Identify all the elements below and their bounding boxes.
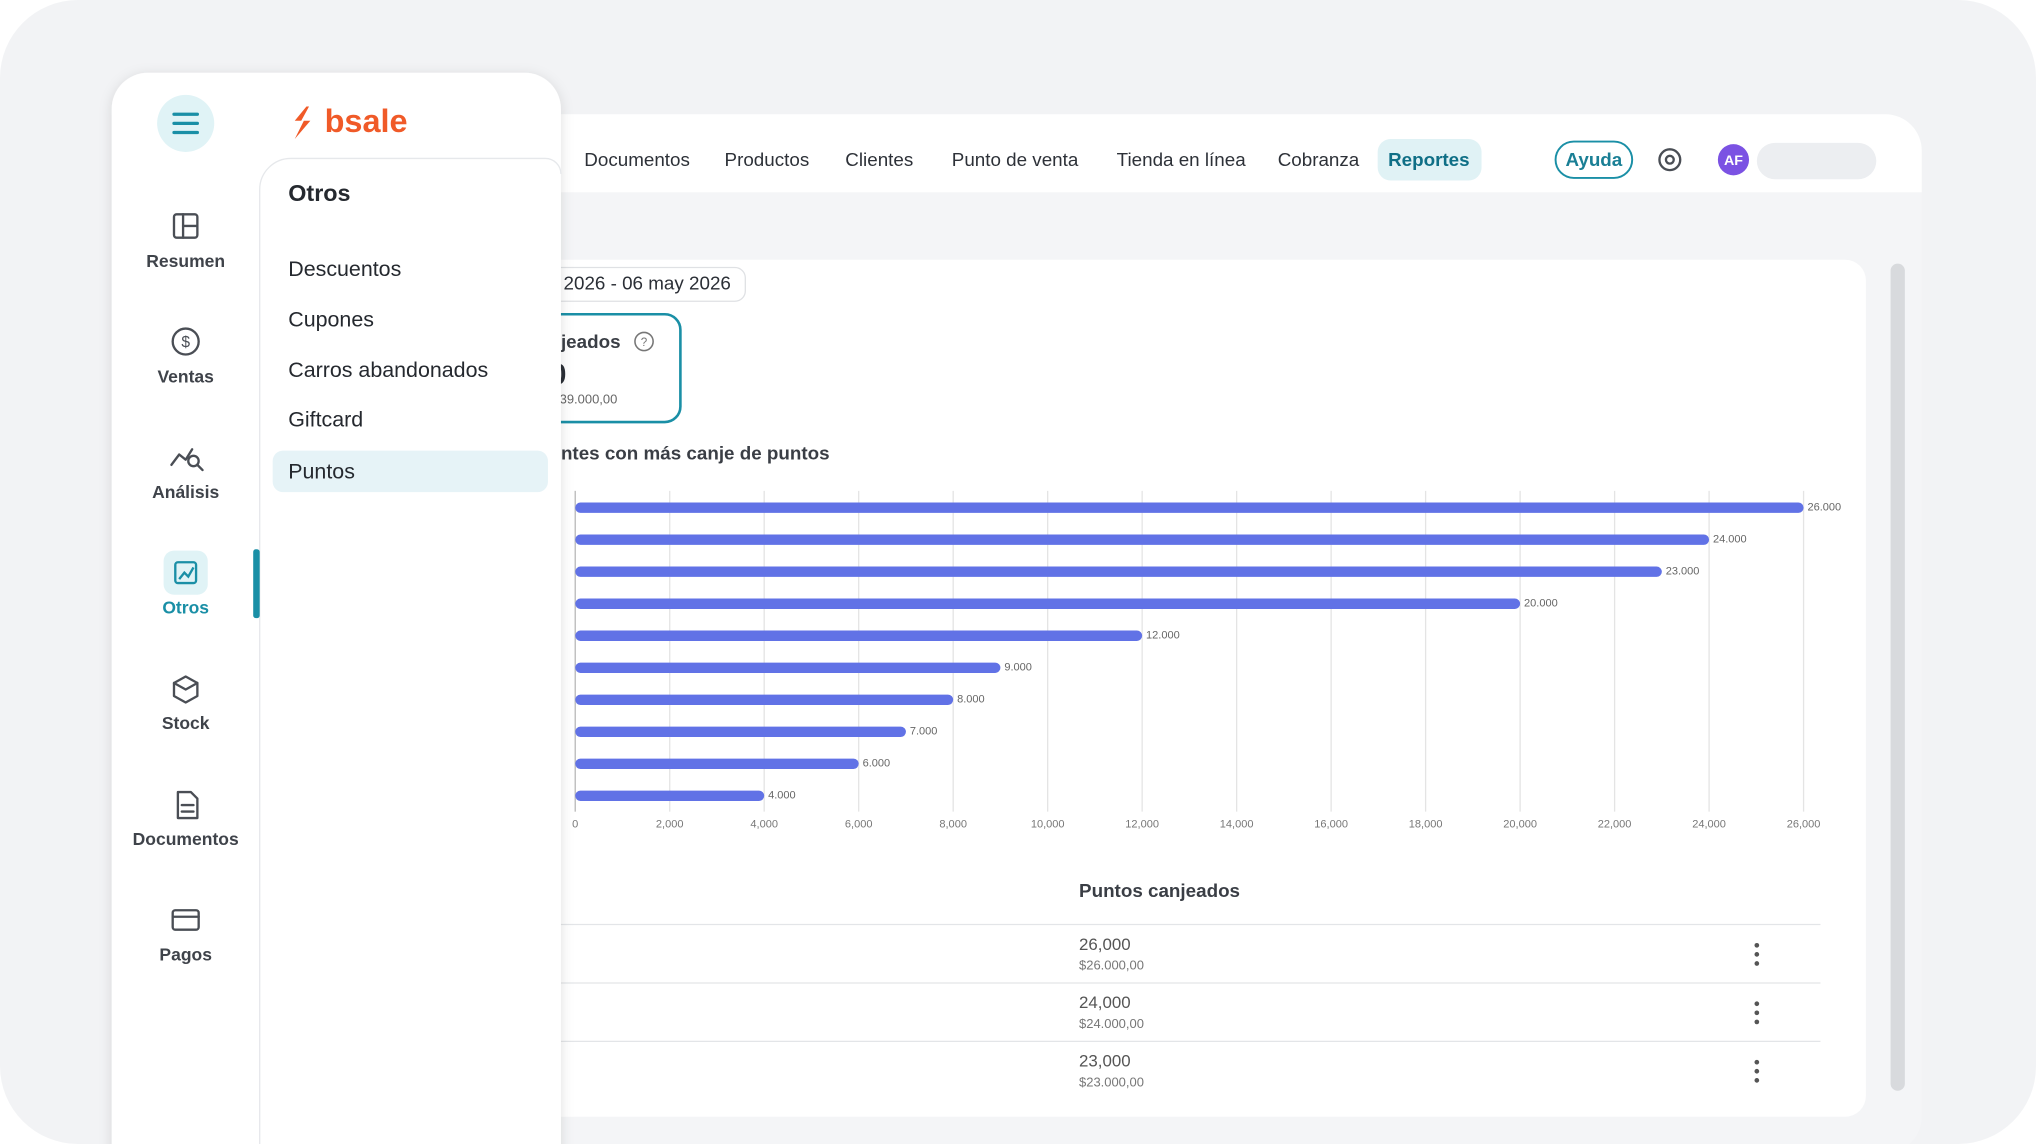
help-label: Ayuda — [1565, 149, 1622, 170]
kpi-subvalue: 39.000,00 — [560, 391, 618, 406]
x-tick-label: 18,000 — [1409, 818, 1443, 830]
value-label: 7.000 — [910, 726, 938, 738]
active-indicator — [253, 549, 260, 619]
nav-item-active[interactable]: Otros — [162, 598, 209, 618]
submenu-item[interactable]: Cupones — [288, 307, 374, 331]
nav-icon — [172, 675, 199, 704]
row-menu[interactable] — [1754, 942, 1760, 966]
bar — [575, 630, 1143, 641]
bar — [575, 534, 1710, 545]
nav-link[interactable]: Tienda en línea — [1117, 149, 1247, 170]
table-amount: $23.000,00 — [1079, 1074, 1144, 1089]
value-label: 6.000 — [863, 758, 891, 770]
x-tick-label: 24,000 — [1692, 818, 1726, 830]
x-tick-label: 6,000 — [845, 818, 873, 830]
submenu-item[interactable]: Carros abandonados — [288, 358, 488, 382]
bar — [575, 758, 859, 769]
info-icon[interactable]: ? — [634, 331, 654, 352]
submenu-active-bg — [272, 450, 548, 493]
user-name-placeholder — [1756, 142, 1877, 180]
nav-icon — [172, 213, 199, 239]
nav-icon: $ — [171, 327, 200, 356]
nav-item[interactable]: Pagos — [159, 944, 212, 964]
nav-link[interactable]: Cobranza — [1278, 149, 1360, 170]
nav-active-bg — [1377, 138, 1482, 181]
logo: bsale — [325, 103, 408, 139]
value-label: 4.000 — [768, 790, 796, 802]
nav-item[interactable]: Análisis — [152, 482, 219, 502]
x-tick-label: 2,000 — [656, 818, 684, 830]
logo-mark — [294, 106, 311, 139]
avatar[interactable] — [1717, 144, 1750, 176]
chart: 0 2,000 4,000 6,000 8,000 10,000 12,000 14,000 1… — [572, 490, 1841, 830]
bar — [575, 502, 1804, 513]
submenu-border — [259, 157, 562, 1144]
table-value: 24,000 — [1079, 993, 1131, 1012]
nav-icon — [174, 561, 198, 585]
table-amount: $26.000,00 — [1079, 958, 1144, 973]
bar — [575, 598, 1521, 609]
x-tick-label: 26,000 — [1787, 818, 1821, 830]
menu-icon — [172, 112, 199, 135]
nav-item[interactable]: Ventas — [157, 367, 214, 387]
kpi-title: jeados — [560, 331, 621, 352]
nav-link-active[interactable]: Reportes — [1388, 149, 1470, 170]
date-range: 2026 - 06 may 2026 — [564, 272, 731, 293]
table-amount: $24.000,00 — [1079, 1016, 1144, 1031]
x-tick-label: 14,000 — [1220, 818, 1254, 830]
chart-title: ntes con más canje de puntos — [561, 442, 830, 463]
avatar-initials: AF — [1724, 153, 1743, 169]
bar — [575, 566, 1662, 577]
settings-icon[interactable] — [1658, 148, 1682, 172]
nav-icon — [176, 790, 199, 820]
bar — [575, 662, 1001, 673]
x-tick-label: 8,000 — [939, 818, 967, 830]
nav-link[interactable]: Clientes — [845, 149, 913, 170]
nav-item[interactable]: Documentos — [133, 829, 239, 849]
content-card — [519, 259, 1866, 1117]
x-tick-label: 4,000 — [750, 818, 778, 830]
value-label: 9.000 — [1004, 662, 1032, 674]
bar — [575, 694, 954, 705]
x-tick-label: 22,000 — [1598, 818, 1632, 830]
svg-text:?: ? — [641, 336, 648, 349]
x-tick-label: 10,000 — [1031, 818, 1065, 830]
bar — [575, 726, 906, 737]
nav-icon — [170, 448, 204, 472]
x-tick-label: 12,000 — [1125, 818, 1159, 830]
table-value: 23,000 — [1079, 1052, 1131, 1071]
value-label: 23.000 — [1666, 566, 1700, 578]
bar — [575, 790, 765, 801]
nav-link[interactable]: Productos — [725, 149, 810, 170]
scrollbar — [1890, 263, 1905, 1091]
value-label: 12.000 — [1146, 630, 1180, 642]
nav-icon — [171, 909, 200, 931]
submenu-item[interactable]: Descuentos — [288, 257, 401, 281]
nav-item[interactable]: Resumen — [146, 251, 225, 271]
x-tick-label: 16,000 — [1314, 818, 1348, 830]
x-tick-label: 20,000 — [1503, 818, 1537, 830]
table-value: 26,000 — [1079, 935, 1131, 954]
submenu-item[interactable]: Giftcard — [288, 407, 363, 431]
value-label: 8.000 — [957, 694, 985, 706]
submenu-item-active[interactable]: Puntos — [288, 459, 355, 483]
nav-link[interactable]: Documentos — [584, 149, 690, 170]
row-menu[interactable] — [1754, 1001, 1760, 1025]
submenu-title: Otros — [288, 180, 350, 206]
row-menu[interactable] — [1754, 1059, 1760, 1083]
nav-link[interactable]: Punto de venta — [952, 149, 1079, 170]
value-label: 20.000 — [1524, 598, 1558, 610]
table-header: Puntos canjeados — [1079, 880, 1240, 901]
nav-item[interactable]: Stock — [162, 713, 210, 733]
value-label: 24.000 — [1713, 534, 1747, 546]
x-tick-label: 0 — [572, 818, 578, 830]
sidebar — [111, 72, 561, 1144]
help-button[interactable] — [1554, 140, 1634, 179]
svg-text:$: $ — [181, 334, 190, 351]
value-label: 26.000 — [1807, 502, 1841, 514]
